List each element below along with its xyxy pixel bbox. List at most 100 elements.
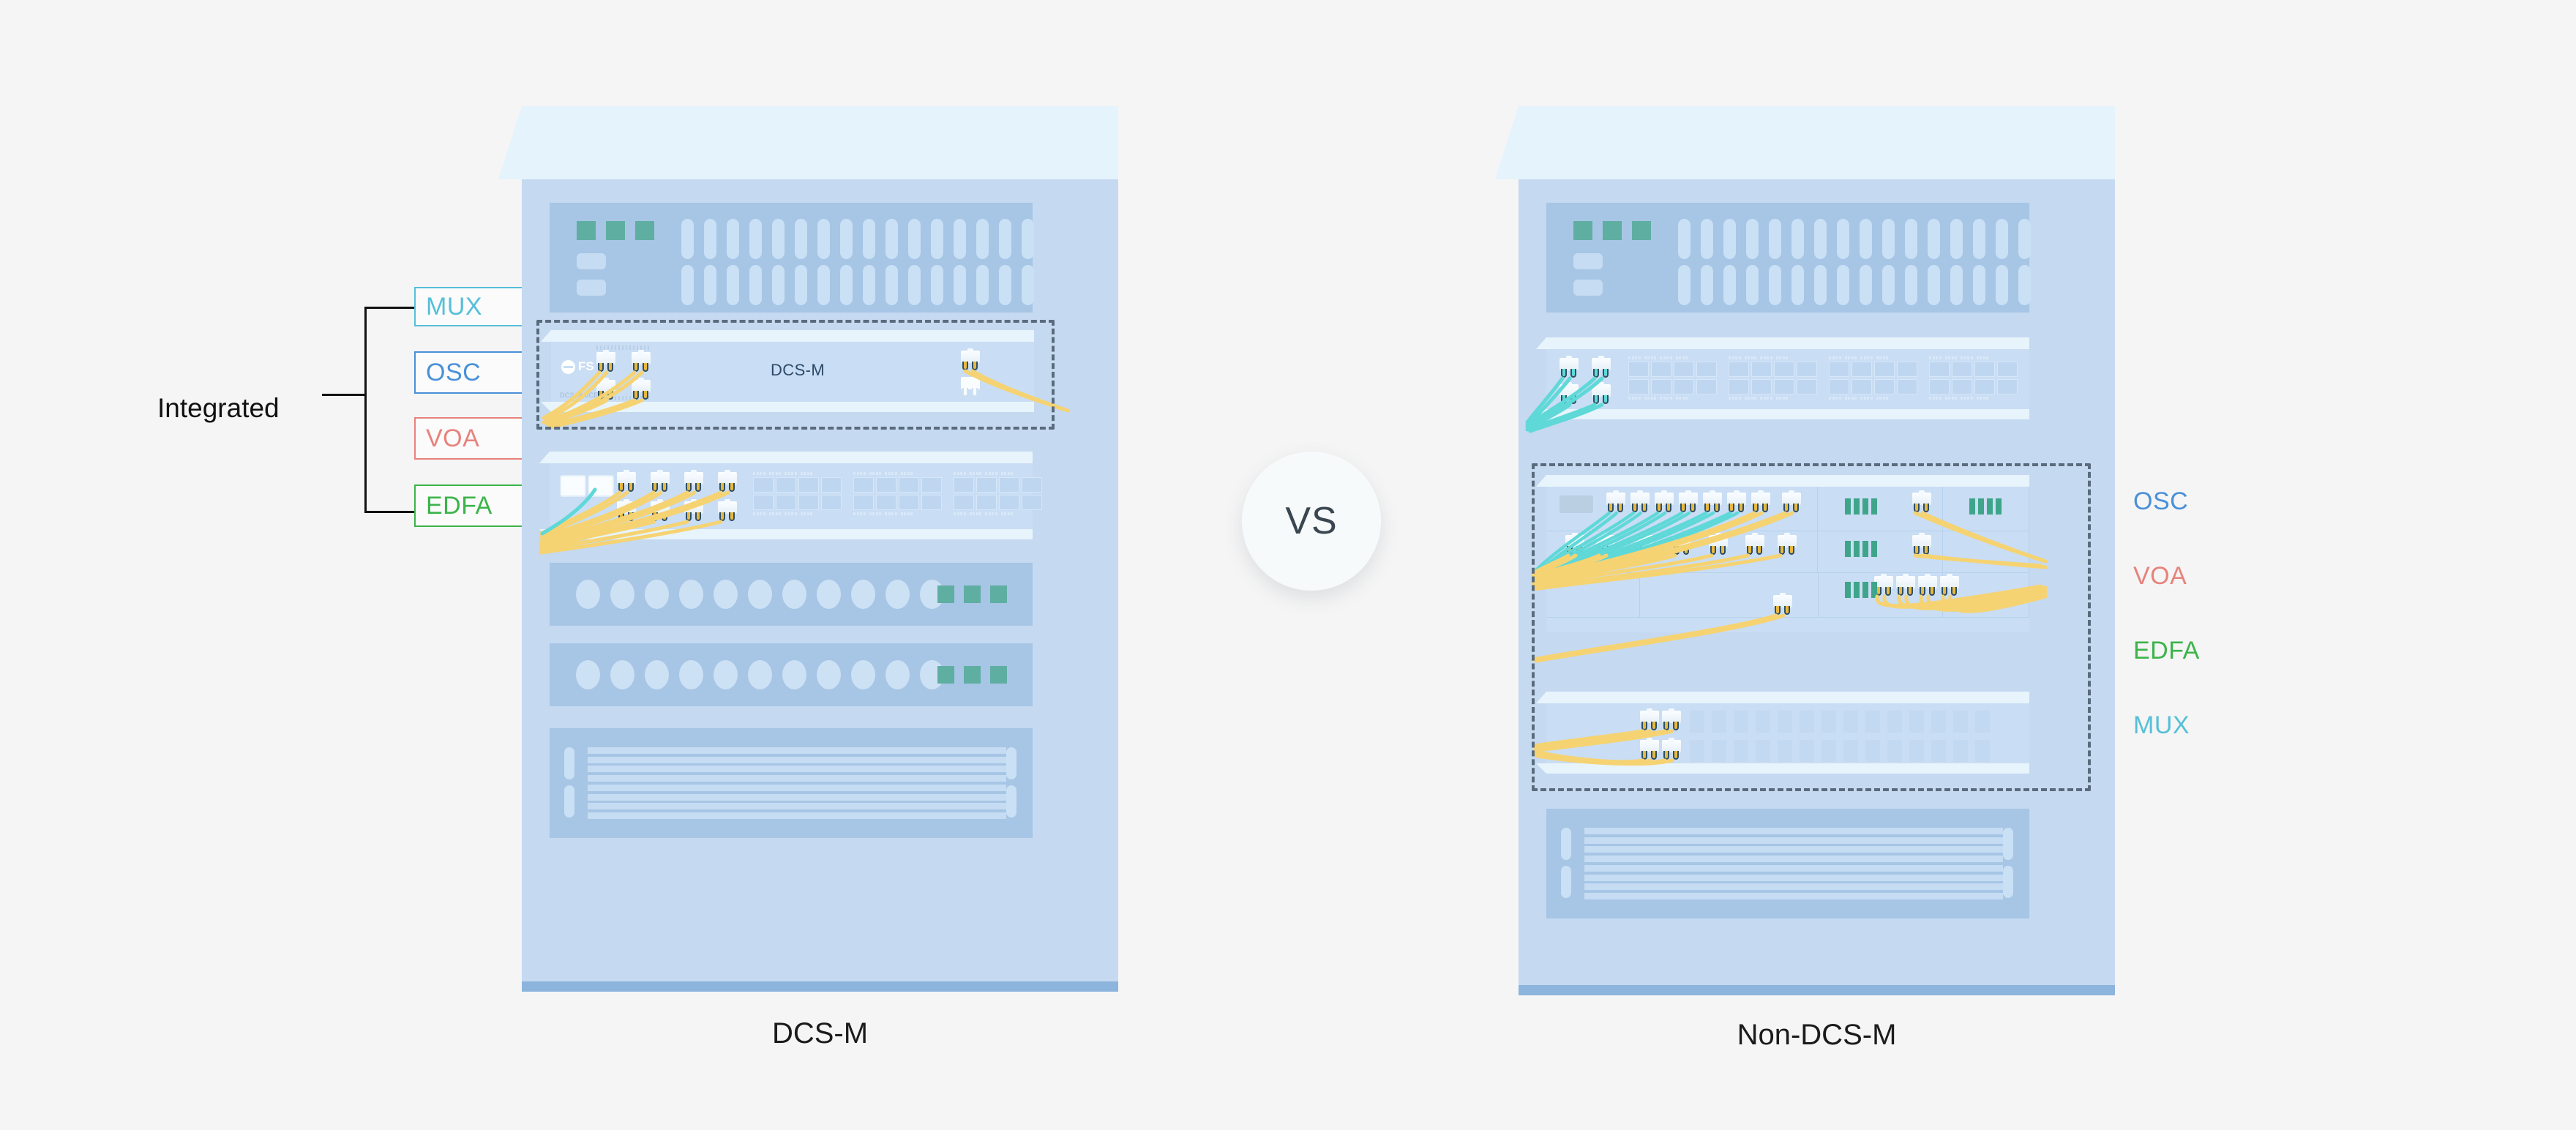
disk-slot[interactable] [610,660,634,689]
vent-slat-row-upper [681,219,1034,259]
port-group[interactable] [1829,356,1917,400]
caption-dcs-m: DCS-M [771,1017,869,1049]
rack-non-dcs-m [1519,106,2115,995]
disk-slot[interactable] [610,580,634,609]
status-led [577,221,596,240]
port-group[interactable] [1628,356,1717,400]
port-group[interactable] [853,472,942,515]
label-text-osc: OSC [426,358,482,386]
disk-slot[interactable] [748,660,772,689]
disk-slot[interactable] [645,580,669,609]
disk-slot[interactable] [679,660,703,689]
rack-base-plinth [522,981,1118,992]
disk-slot[interactable] [782,660,806,689]
rj45-port[interactable] [588,475,614,497]
port-group[interactable] [753,472,842,515]
disk-slot[interactable] [576,580,600,609]
lc-connector[interactable] [1560,356,1579,378]
integrated-label: Integrated [157,393,280,423]
disk-shelf-upper [550,563,1033,626]
fs-mark-icon [561,359,575,374]
integrated-bracket [322,300,417,520]
module-cell-aux[interactable] [1943,487,2030,531]
rack-dcs-m: FS DCS-M DCS-M-8CE-7 [522,106,1118,992]
disk-slot[interactable] [886,580,910,609]
label-text-mux: MUX [426,292,483,321]
grille-tab [1006,785,1016,817]
label-text-voa: VOA [426,424,480,452]
sfp-port-matrix[interactable] [753,472,1042,515]
shelf-led [964,666,981,684]
shelf-led [990,585,1007,603]
disk-slot[interactable] [714,660,738,689]
lc-connector[interactable] [1630,490,1650,513]
module-cell-voa[interactable] [1546,531,1819,572]
sfp-port-matrix[interactable] [1628,356,2018,400]
disk-slot[interactable] [576,660,600,689]
bottom-grille-panel [1546,809,2029,918]
disk-slot[interactable] [851,660,875,689]
grille-tab [1561,866,1571,898]
lc-connector[interactable] [617,499,636,522]
status-led [1573,221,1592,240]
sfp-cage-row-upper[interactable] [1690,711,1990,733]
lc-connector[interactable] [684,499,703,522]
sfp-cage-row-lower[interactable] [1690,740,1990,762]
lc-connector[interactable] [1606,490,1625,513]
lc-connector[interactable] [651,499,670,522]
disk-slot[interactable] [817,660,841,689]
rj45-port[interactable] [560,475,586,497]
disk-slot[interactable] [782,580,806,609]
status-led-row [577,221,654,240]
module-cell-edfa-a[interactable] [1546,573,1641,617]
lc-connector[interactable] [1662,708,1681,731]
port-group[interactable] [1929,356,2018,400]
vent-slat-row-lower [681,265,1034,305]
module-cell-osc[interactable] [1546,487,1819,531]
disk-slot[interactable] [886,660,910,689]
lc-connector[interactable] [1592,382,1611,405]
module-cell-edfa-b[interactable] [1640,573,1819,617]
grille-tab [2003,828,2013,860]
status-led-row [1573,221,1651,240]
disk-slot[interactable] [645,660,669,689]
module-status-bars [1969,498,2002,515]
grille-slats [1584,828,2003,899]
caption-non-dcs-m: Non-DCS-M [1737,1019,1897,1051]
vent-slat-row-lower [1678,265,2031,305]
disk-slot[interactable] [817,580,841,609]
port-group[interactable] [954,472,1042,515]
lc-connector[interactable] [617,470,636,493]
lc-connector[interactable] [684,470,703,493]
shelf-led [937,666,954,684]
grille-tab [1006,747,1016,779]
disk-slot[interactable] [714,580,738,609]
device-patch-panel[interactable] [1532,692,2029,774]
lc-connector[interactable] [718,499,737,522]
shelf-led [990,666,1007,684]
fs-brand-logo: FS [561,359,594,374]
lc-connector[interactable] [1592,356,1611,378]
lc-connector[interactable] [651,470,670,493]
blank-filler-plate [1560,495,1593,513]
shelf-led-row [937,585,1007,603]
lc-connector[interactable] [632,350,651,373]
grille-tab [564,747,574,779]
disk-slot[interactable] [748,580,772,609]
status-led [635,221,654,240]
disk-slot[interactable] [679,580,703,609]
lc-connector[interactable] [718,470,737,493]
lc-connector[interactable] [961,348,980,371]
vs-badge-text: VS [1285,500,1338,542]
lc-connector[interactable] [1727,490,1746,513]
disk-slot[interactable] [851,580,875,609]
legend-item-mux: MUX [2133,711,2190,739]
device-line-card[interactable] [539,452,1042,555]
panel-slot [1573,280,1603,296]
panel-slot [577,280,606,296]
lc-connector[interactable] [1560,382,1579,405]
module-cell-amp[interactable] [1818,487,1943,531]
port-group[interactable] [1729,356,1817,400]
device-mux-card[interactable] [1525,337,2029,433]
